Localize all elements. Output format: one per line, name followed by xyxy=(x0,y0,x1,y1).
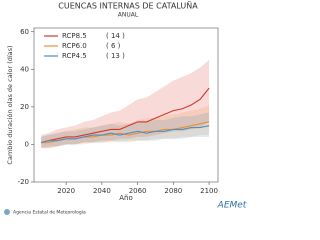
legend-label: RCP4.5 xyxy=(62,52,87,60)
uncertainty-band xyxy=(41,112,210,149)
y-tick-label: -20 xyxy=(18,178,29,186)
legend-label: RCP8.5 xyxy=(62,32,87,40)
y-axis-label: Cambio duración olas de calor (días) xyxy=(6,45,14,164)
legend-count: ( 14 ) xyxy=(106,32,125,40)
uncertainty-band xyxy=(41,59,210,149)
legend-label: RCP6.0 xyxy=(62,42,87,50)
logo: AEMet xyxy=(217,201,247,211)
chart: CUENCAS INTERNAS DE CATALUÑA ANUAL Cambi… xyxy=(4,1,247,216)
source: Agencia Estatal de Meteorología xyxy=(13,209,86,216)
legend-count: ( 13 ) xyxy=(106,52,125,60)
logo-icon xyxy=(4,209,10,215)
chart-subtitle: ANUAL xyxy=(118,12,139,19)
x-axis-label: Año xyxy=(119,194,133,202)
series-line xyxy=(41,87,210,144)
series-line xyxy=(41,125,210,144)
legend-count: ( 6 ) xyxy=(106,42,121,50)
chart-title: CUENCAS INTERNAS DE CATALUÑA xyxy=(58,1,198,11)
x-tick-label: 2100 xyxy=(200,187,218,195)
plot-area xyxy=(33,27,219,183)
x-tick-label: 2020 xyxy=(57,187,75,195)
x-tick-label: 2060 xyxy=(129,187,147,195)
y-tick-label: 40 xyxy=(20,65,29,73)
y-tick-label: 20 xyxy=(20,103,29,111)
x-tick-label: 2040 xyxy=(93,187,111,195)
y-tick-label: 60 xyxy=(20,28,29,36)
y-tick-label: 0 xyxy=(25,140,29,148)
x-tick-label: 2080 xyxy=(164,187,182,195)
